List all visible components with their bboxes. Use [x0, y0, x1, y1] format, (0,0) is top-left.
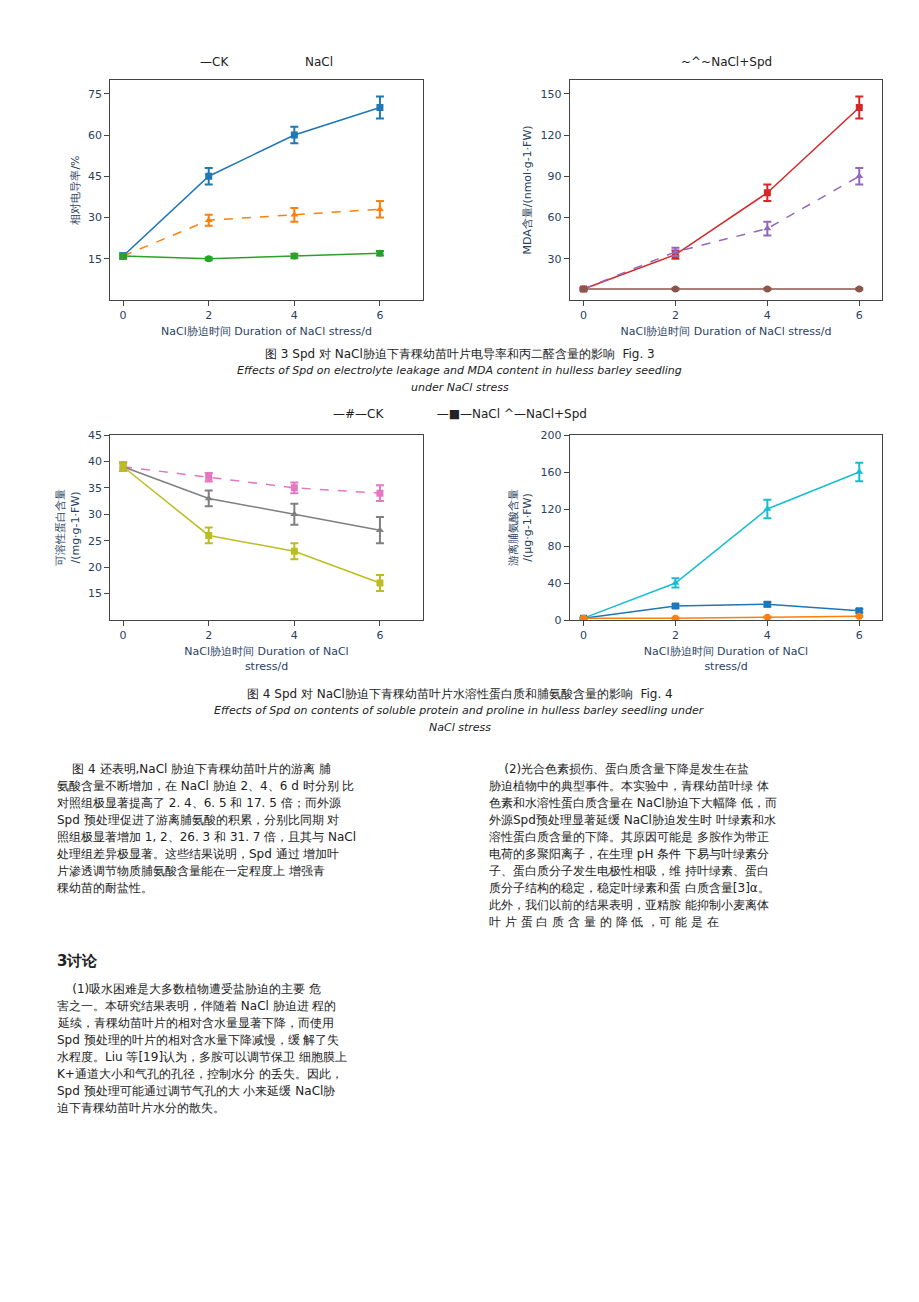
svg-text:害之一。本研究结果表明，伴随着 NaCl 胁迫进 程的: 害之一。本研究结果表明，伴随着 NaCl 胁迫进 程的 [57, 999, 337, 1013]
svg-text:45: 45 [88, 429, 102, 442]
svg-text:Spd 预处理的叶片的相对含水量下降减慢，缓 解了失: Spd 预处理的叶片的相对含水量下降减慢，缓 解了失 [57, 1033, 339, 1047]
svg-text:色素和水溶性蛋白质含量在 NaCl胁迫下大幅降 低，而: 色素和水溶性蛋白质含量在 NaCl胁迫下大幅降 低，而 [489, 796, 777, 810]
svg-text:NaCl stress: NaCl stress [429, 721, 491, 734]
svg-text:2: 2 [205, 309, 212, 322]
svg-text:4: 4 [764, 629, 771, 642]
svg-text:相对电导率/%: 相对电导率/% [69, 155, 82, 224]
svg-text:0: 0 [120, 309, 127, 322]
svg-text:可溶性蛋白含量/(mg·g-1·FW): 可溶性蛋白含量/(mg·g-1·FW) [54, 489, 81, 566]
svg-text:4: 4 [291, 309, 298, 322]
svg-text:4: 4 [764, 309, 771, 322]
svg-text:氨酸含量不断增加，在 NaCl 胁迫 2、4、6 d 时分别: 氨酸含量不断增加，在 NaCl 胁迫 2、4、6 d 时分别 比 [57, 779, 354, 793]
svg-text:4: 4 [291, 629, 298, 642]
svg-text:6: 6 [376, 309, 383, 322]
svg-text:0: 0 [580, 309, 587, 322]
svg-text:80: 80 [548, 540, 562, 553]
svg-text:40: 40 [548, 577, 562, 590]
svg-text:子、蛋白质分子发生电极性相吸，维 持叶绿素、蛋白: 子、蛋白质分子发生电极性相吸，维 持叶绿素、蛋白 [489, 864, 769, 878]
svg-text:2: 2 [672, 629, 679, 642]
svg-text:迫下青稞幼苗叶片水分的散失。: 迫下青稞幼苗叶片水分的散失。 [57, 1101, 225, 1115]
svg-text:15: 15 [88, 587, 102, 600]
svg-text:6: 6 [376, 629, 383, 642]
svg-text:30: 30 [548, 253, 562, 266]
svg-text:外源Spd预处理显著延缓 NaCl胁迫发生时 叶绿素和水: 外源Spd预处理显著延缓 NaCl胁迫发生时 叶绿素和水 [489, 813, 776, 827]
svg-text:150: 150 [541, 88, 562, 101]
svg-text:图 4 还表明,NaCl 胁迫下青稞幼苗叶片的游离 脯: 图 4 还表明,NaCl 胁迫下青稞幼苗叶片的游离 脯 [57, 762, 331, 776]
svg-text:Effects of Spd on electrolyte: Effects of Spd on electrolyte leakage an… [237, 364, 682, 377]
svg-text:2: 2 [672, 309, 679, 322]
svg-text:延续，青稞幼苗叶片的相对含水量显著下降，而使用: 延续，青稞幼苗叶片的相对含水量显著下降，而使用 [57, 1016, 334, 1030]
svg-text:此外，我们以前的结果表明，亚精胺 能抑制小麦离体: 此外，我们以前的结果表明，亚精胺 能抑制小麦离体 [489, 898, 769, 912]
svg-text:照组极显著增加 1, 2、26. 3 和 31. 7 倍，且: 照组极显著增加 1, 2、26. 3 和 31. 7 倍，且其与 NaCl [57, 830, 356, 844]
svg-text:(2)光合色素损伤、蛋白质含量下降是发生在盐: (2)光合色素损伤、蛋白质含量下降是发生在盐 [489, 762, 749, 776]
svg-text:游离脯氨酸含量/(μg·g-1·FW): 游离脯氨酸含量/(μg·g-1·FW) [507, 489, 534, 566]
svg-text:3讨论: 3讨论 [57, 952, 98, 970]
svg-text:75: 75 [88, 88, 102, 101]
svg-text:25: 25 [88, 535, 102, 548]
svg-text:Effects of Spd on contents of: Effects of Spd on contents of soluble pr… [214, 704, 705, 717]
svg-text:35: 35 [88, 482, 102, 495]
svg-text:图 3 Spd 对 NaCl胁迫下青稞幼苗叶片电导率和丙二醛: 图 3 Spd 对 NaCl胁迫下青稞幼苗叶片电导率和丙二醛含量的影响 Fig.… [265, 347, 655, 361]
svg-text:Spd 预处理促进了游离脯氨酸的积累，分别比同期 对: Spd 预处理促进了游离脯氨酸的积累，分别比同期 对 [57, 813, 339, 827]
svg-text:60: 60 [548, 211, 562, 224]
svg-text:NaCl胁迫时间 Duration of NaCl stre: NaCl胁迫时间 Duration of NaCl stress/d [161, 325, 372, 338]
svg-text:15: 15 [88, 253, 102, 266]
svg-text:0: 0 [120, 629, 127, 642]
svg-text:NaCl胁迫时间 Duration of NaClstres: NaCl胁迫时间 Duration of NaClstress/d [184, 645, 348, 672]
svg-text:20: 20 [88, 561, 102, 574]
svg-text:120: 120 [541, 129, 562, 142]
svg-text:Spd 预处理可能通过调节气孔的大 小来延缓 NaCl胁: Spd 预处理可能通过调节气孔的大 小来延缓 NaCl胁 [57, 1084, 335, 1098]
svg-text:稞幼苗的耐盐性。: 稞幼苗的耐盐性。 [57, 881, 153, 895]
svg-text:2: 2 [205, 629, 212, 642]
svg-text:质分子结构的稳定，稳定叶绿素和蛋 白质含量[3]α。: 质分子结构的稳定，稳定叶绿素和蛋 白质含量[3]α。 [489, 881, 770, 895]
svg-text:30: 30 [88, 508, 102, 521]
svg-text:90: 90 [548, 170, 562, 183]
svg-text:电荷的多聚阳离子，在生理 pH 条件 下易与叶绿素分: 电荷的多聚阳离子，在生理 pH 条件 下易与叶绿素分 [489, 847, 769, 861]
svg-text:K+通道大小和气孔的孔径，控制水分 的丢失。因此，: K+通道大小和气孔的孔径，控制水分 的丢失。因此， [57, 1067, 343, 1081]
svg-text:—CK: —CK [200, 55, 229, 69]
svg-text:0: 0 [580, 629, 587, 642]
svg-text:水程度。Liu 等[19]认为，多胺可以调节保卫 细胞膜上: 水程度。Liu 等[19]认为，多胺可以调节保卫 细胞膜上 [57, 1050, 347, 1064]
svg-text:6: 6 [856, 309, 863, 322]
svg-text:200: 200 [541, 429, 562, 442]
svg-text:NaCl胁迫时间 Duration of NaCl stre: NaCl胁迫时间 Duration of NaCl stress/d [620, 325, 831, 338]
svg-text:30: 30 [88, 211, 102, 224]
svg-text:120: 120 [541, 503, 562, 516]
svg-text:图 4 Spd 对 NaCl胁迫下青稞幼苗叶片水溶性蛋白质和: 图 4 Spd 对 NaCl胁迫下青稞幼苗叶片水溶性蛋白质和脯氨酸含量的影响 F… [247, 687, 673, 701]
svg-text:NaCl胁迫时间 Duration of NaClstres: NaCl胁迫时间 Duration of NaClstress/d [644, 645, 808, 672]
svg-text:对照组极显著提高了 2. 4、6. 5 和 17. 5 倍；: 对照组极显著提高了 2. 4、6. 5 和 17. 5 倍；而外源 [57, 796, 341, 810]
svg-text:片渗透调节物质脯氨酸含量能在一定程度上 增强青: 片渗透调节物质脯氨酸含量能在一定程度上 增强青 [57, 864, 325, 878]
svg-text:160: 160 [541, 466, 562, 479]
svg-text:45: 45 [88, 170, 102, 183]
svg-text:6: 6 [856, 629, 863, 642]
svg-text:MDA含量/(nmol·g-1·FW): MDA含量/(nmol·g-1·FW) [521, 125, 534, 254]
svg-text:—#—CK —■—NaCl ^—N: —#—CK —■—NaCl ^—NaCl+Spd [333, 407, 587, 421]
svg-text:NaCl: NaCl [305, 55, 333, 69]
svg-text:溶性蛋白质含量的下降。其原因可能是 多胺作为带正: 溶性蛋白质含量的下降。其原因可能是 多胺作为带正 [489, 830, 769, 844]
svg-text:0: 0 [555, 614, 562, 627]
svg-text:40: 40 [88, 455, 102, 468]
svg-text:(1)吸水困难是大多数植物遭受盐胁迫的主要 危: (1)吸水困难是大多数植物遭受盐胁迫的主要 危 [57, 982, 321, 996]
svg-text:60: 60 [88, 129, 102, 142]
svg-text:胁迫植物中的典型事件。本实验中，青稞幼苗叶绿 体: 胁迫植物中的典型事件。本实验中，青稞幼苗叶绿 体 [489, 779, 769, 793]
svg-text:叶 片 蛋 白 质 含 量 的 降 低 ，可 能 是 在: 叶 片 蛋 白 质 含 量 的 降 低 ，可 能 是 在 [489, 915, 719, 929]
svg-text:under NaCl stress: under NaCl stress [411, 381, 509, 394]
svg-text:~^~NaCl+Spd: ~^~NaCl+Spd [681, 55, 772, 69]
svg-text:处理组差异极显著。这些结果说明，Spd 通过 增加叶: 处理组差异极显著。这些结果说明，Spd 通过 增加叶 [57, 847, 339, 861]
